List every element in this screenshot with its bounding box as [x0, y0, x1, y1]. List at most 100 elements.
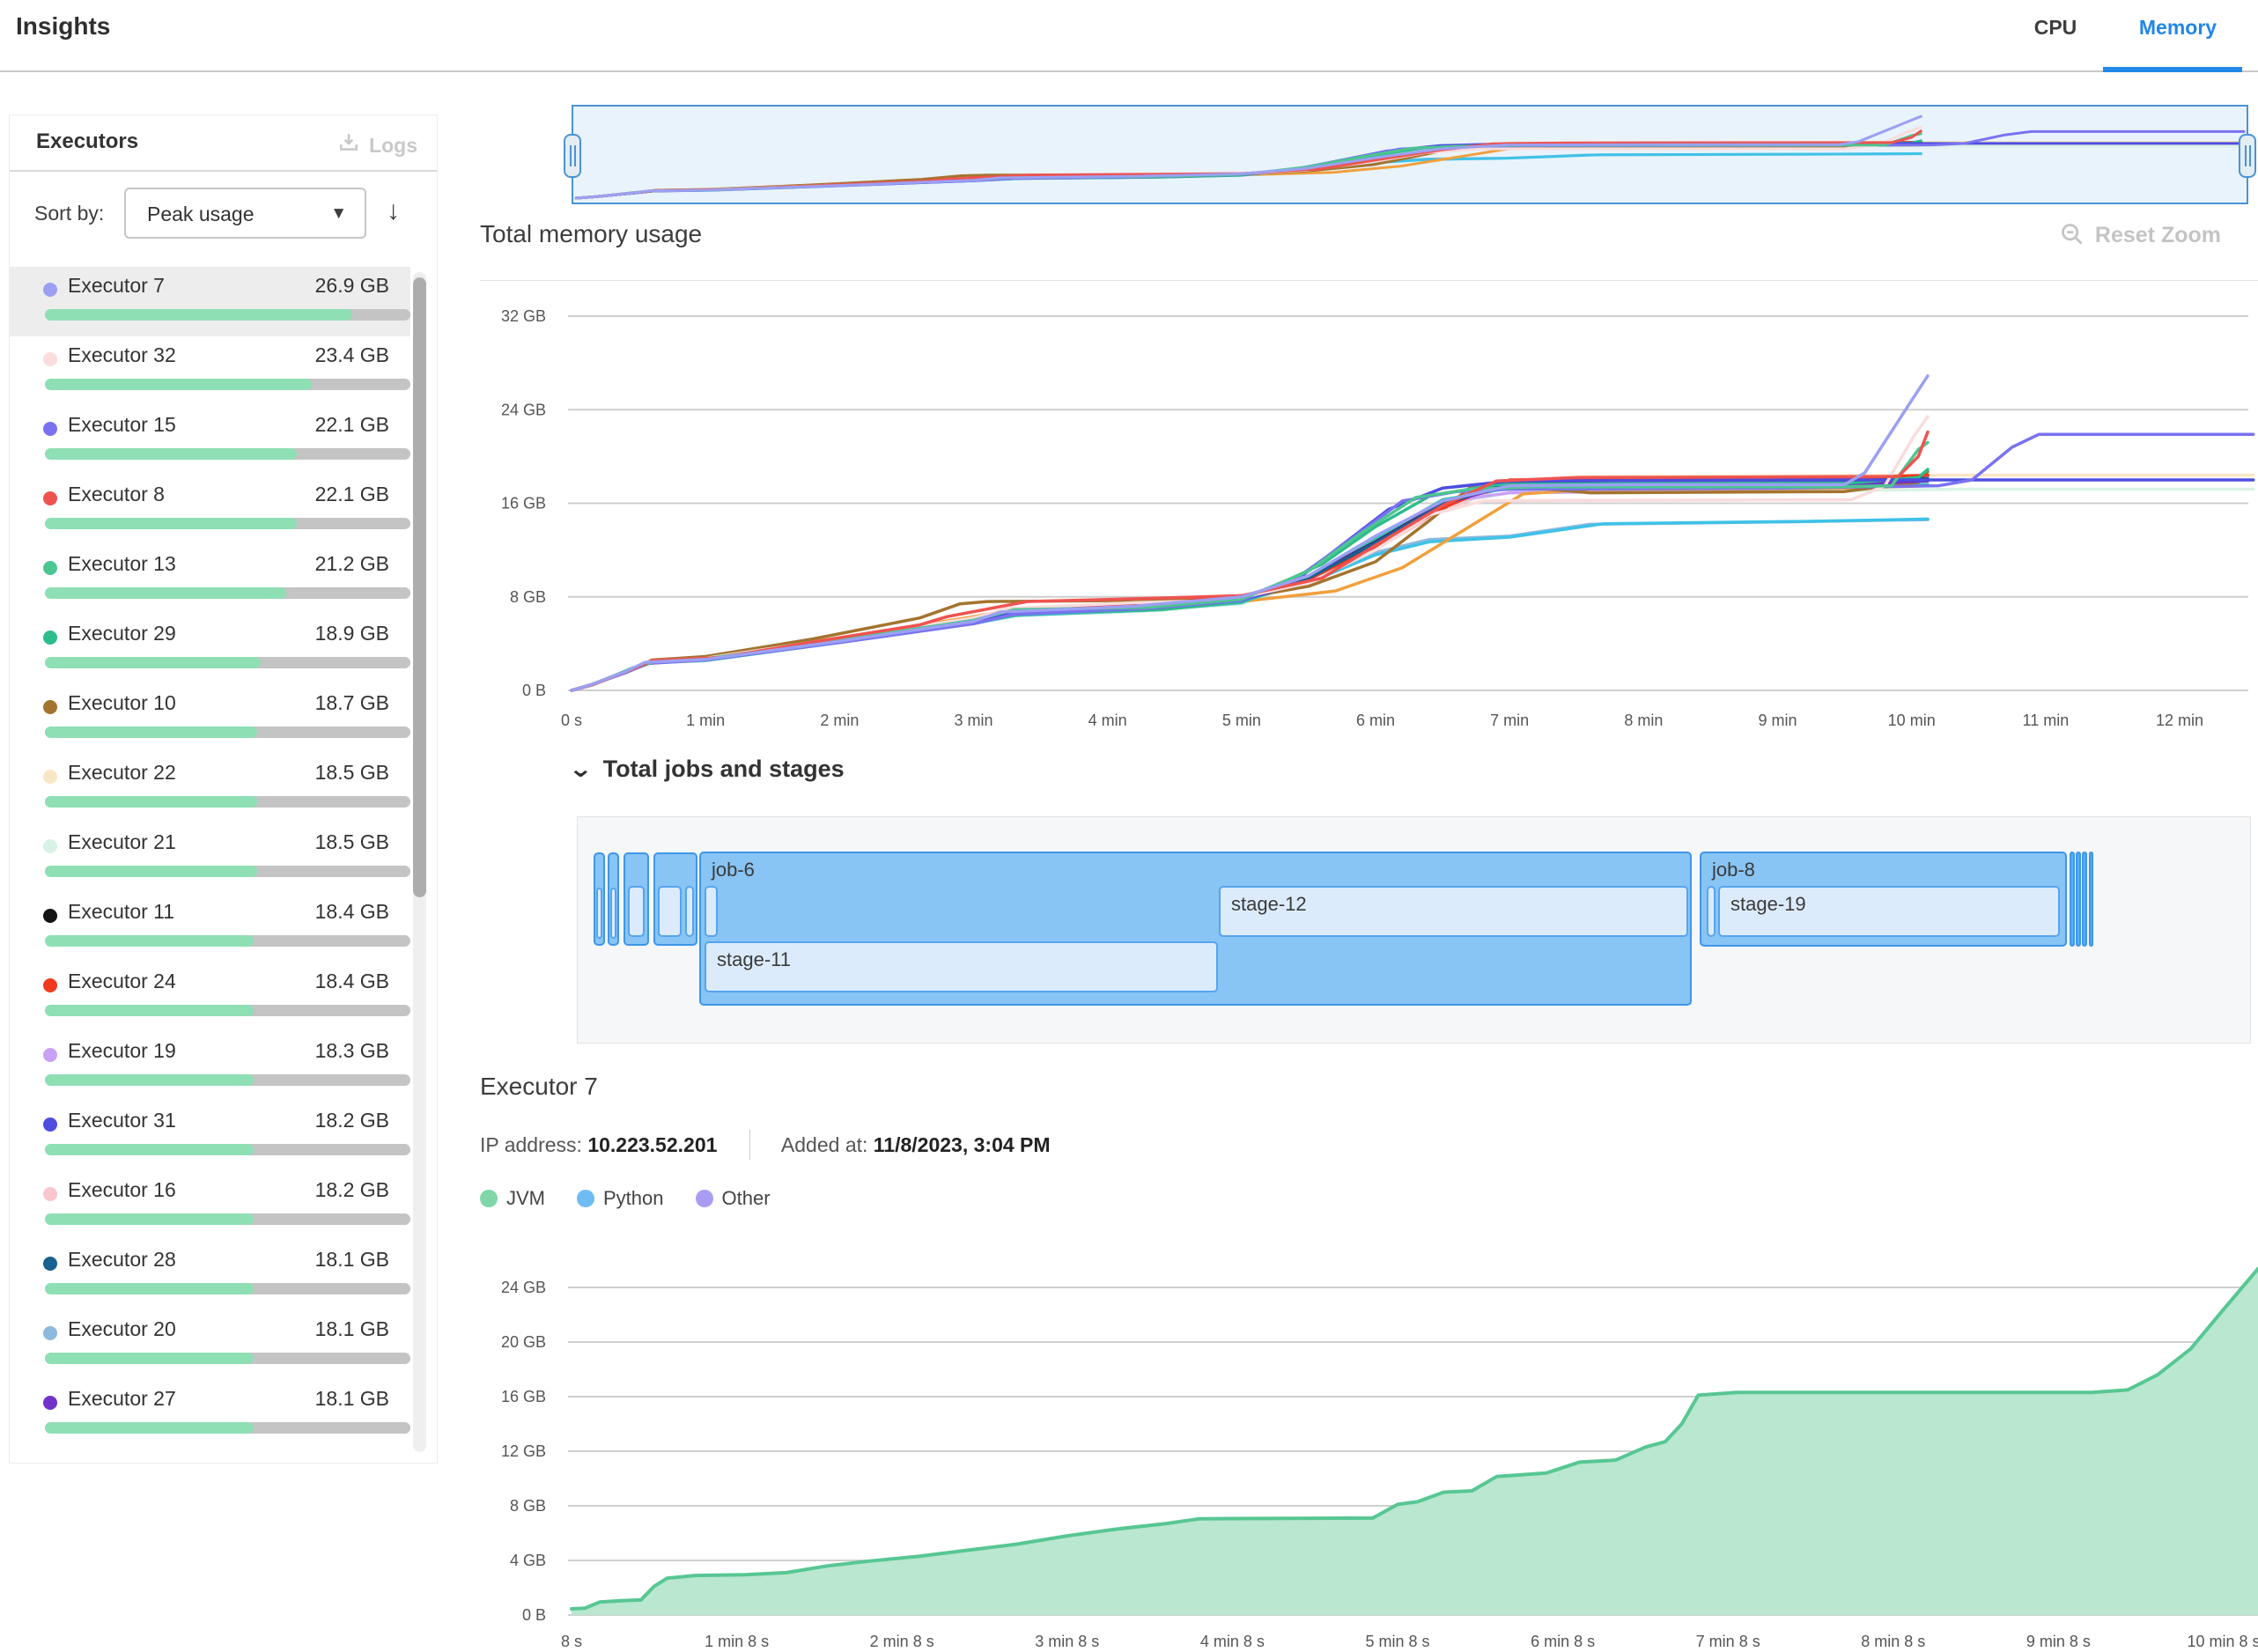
svg-text:0 B: 0 B	[522, 682, 546, 699]
executor-usage-fill	[45, 1005, 254, 1016]
executor-usage-bar	[45, 1144, 410, 1155]
executor-list-item[interactable]: Executor 11 18.4 GB	[10, 893, 410, 962]
svg-text:10 min: 10 min	[1888, 712, 1936, 729]
executor-usage-bar	[45, 1213, 410, 1225]
tab-cpu[interactable]: CPU	[2033, 16, 2077, 39]
stage-bar[interactable]	[1707, 886, 1716, 937]
sort-by-label: Sort by:	[34, 202, 105, 225]
zoom-out-icon	[2062, 224, 2083, 245]
executor-color-dot	[43, 1326, 57, 1340]
executor-usage-bar	[45, 1074, 410, 1086]
executor-name: Executor 24	[68, 970, 176, 992]
executor-color-dot	[43, 909, 57, 923]
executor-list-item[interactable]: Executor 22 18.5 GB	[10, 754, 410, 823]
svg-text:5 min 8 s: 5 min 8 s	[1365, 1633, 1429, 1650]
stage-bar[interactable]	[596, 888, 602, 939]
executor-peak-value: 18.1 GB	[314, 1248, 389, 1271]
executor-name: Executor 16	[68, 1178, 176, 1201]
chevron-down-icon: ⌄	[568, 756, 594, 782]
tab-memory[interactable]: Memory	[2138, 16, 2217, 39]
executor-list-item[interactable]: Executor 32 23.4 GB	[10, 336, 410, 406]
brush-handle-right[interactable]	[2239, 134, 2256, 178]
executor-peak-value: 22.1 GB	[314, 413, 389, 436]
jobsolid-bar[interactable]	[2082, 852, 2087, 947]
executor-peak-value: 18.2 GB	[314, 1109, 389, 1132]
executor-list: Executor 7 26.9 GB Executor 32 23.4 GB Execu…	[10, 267, 410, 1457]
executor-color-dot	[43, 1187, 57, 1201]
svg-text:0 B: 0 B	[522, 1606, 546, 1624]
executor-usage-bar	[45, 796, 410, 808]
jobsolid-bar[interactable]	[2076, 852, 2081, 947]
executor-list-item[interactable]: Executor 15 22.1 GB	[10, 406, 410, 476]
stage-bar[interactable]	[658, 886, 682, 937]
added-label: Added at:	[780, 1133, 868, 1156]
svg-text:9 min: 9 min	[1759, 712, 1797, 729]
jobsolid-bar[interactable]	[2070, 852, 2075, 947]
executor-list-item[interactable]: Executor 21 18.5 GB	[10, 823, 410, 893]
executor-list-item[interactable]: Executor 24 18.4 GB	[10, 962, 410, 1032]
sort-direction-button[interactable]: ↓	[387, 196, 400, 225]
executor-usage-bar	[45, 1283, 410, 1294]
executor-list-item[interactable]: Executor 20 18.1 GB	[10, 1310, 410, 1380]
executor-list-item[interactable]: Executor 13 21.2 GB	[10, 545, 410, 615]
executor-usage-fill	[45, 726, 257, 738]
executor-color-dot	[43, 422, 57, 436]
executor-list-item[interactable]: Executor 31 18.2 GB	[10, 1102, 410, 1171]
executor-list-item[interactable]: Executor 16 18.2 GB	[10, 1171, 410, 1241]
zoom-brush[interactable]	[564, 105, 2256, 204]
executor-list-item[interactable]: Executor 27 18.1 GB	[10, 1380, 410, 1449]
executor-list-item[interactable]: Executor 19 18.3 GB	[10, 1032, 410, 1102]
executor-usage-fill	[45, 1283, 254, 1294]
executor-list-item[interactable]: Executor 10 18.7 GB	[10, 684, 410, 754]
brush-handle-left[interactable]	[564, 134, 581, 178]
executors-panel: Executors Logs Sort by: Peak usage ▼ ↓ E…	[9, 114, 438, 1464]
stage-11-bar[interactable]: stage-11	[705, 941, 1218, 992]
svg-text:20 GB: 20 GB	[501, 1333, 546, 1351]
legend-label: Python	[603, 1187, 664, 1209]
scrollbar-track[interactable]	[413, 272, 426, 1452]
svg-text:24 GB: 24 GB	[501, 1279, 546, 1296]
logs-label: Logs	[369, 134, 417, 157]
executor-color-dot	[43, 1257, 57, 1271]
executor-list-item[interactable]: Executor 7 26.9 GB	[10, 267, 410, 336]
svg-text:4 min: 4 min	[1088, 712, 1127, 729]
executor-usage-fill	[45, 518, 298, 529]
stage-12-bar[interactable]: stage-12	[1219, 886, 1688, 937]
svg-text:16 GB: 16 GB	[501, 495, 546, 513]
total-memory-chart[interactable]: 0 B 8 GB 16 GB 24 GB 32 GB 0 s 1 min 2 min 3 min…	[0, 291, 2258, 735]
stage-bar[interactable]	[628, 886, 645, 937]
sort-row: Sort by: Peak usage ▼ ↓	[10, 172, 437, 258]
sort-select[interactable]: Peak usage ▼	[124, 188, 366, 239]
executor-usage-fill	[45, 1074, 254, 1086]
executor-color-dot	[43, 561, 57, 575]
executor-peak-value: 18.9 GB	[314, 622, 389, 645]
executor-memory-chart[interactable]: 0 B 4 GB 8 GB 12 GB 16 GB 20 GB 24 GB 8 s 1 min …	[0, 1259, 2258, 1652]
svg-text:1 min: 1 min	[686, 712, 725, 729]
stage-19-bar[interactable]: stage-19	[1718, 886, 2060, 937]
jobs-stages-header[interactable]: ⌄ Total jobs and stages	[568, 756, 845, 783]
scrollbar-thumb[interactable]	[413, 277, 426, 897]
executor-peak-value: 18.4 GB	[314, 900, 389, 923]
svg-text:8 s: 8 s	[561, 1633, 582, 1650]
executor-list-item[interactable]: Executor 28 18.1 GB	[10, 1241, 410, 1310]
executor-name: Executor 31	[68, 1109, 176, 1132]
executor-list-item[interactable]: Executor 29 18.9 GB	[10, 615, 410, 684]
executor-name: Executor 13	[68, 552, 176, 575]
jobsolid-bar[interactable]	[2089, 852, 2093, 947]
reset-zoom-button[interactable]: Reset Zoom	[2060, 222, 2221, 248]
stage-bar[interactable]	[705, 886, 718, 937]
executor-color-dot	[43, 1117, 57, 1132]
svg-text:7 min: 7 min	[1490, 712, 1529, 729]
executor-name: Executor 20	[68, 1317, 176, 1340]
stage-bar[interactable]	[685, 886, 694, 937]
executor-list-item[interactable]: Executor 8 22.1 GB	[10, 476, 410, 545]
executors-title: Executors	[36, 129, 139, 153]
executor-peak-value: 26.9 GB	[314, 274, 389, 297]
legend-label: Other	[721, 1187, 771, 1209]
logs-button[interactable]: Logs	[337, 129, 417, 158]
stage-bar[interactable]	[610, 888, 616, 939]
jobs-stages-title: Total jobs and stages	[602, 756, 845, 782]
svg-text:12 GB: 12 GB	[501, 1442, 546, 1460]
executor-peak-value: 18.5 GB	[314, 761, 389, 784]
